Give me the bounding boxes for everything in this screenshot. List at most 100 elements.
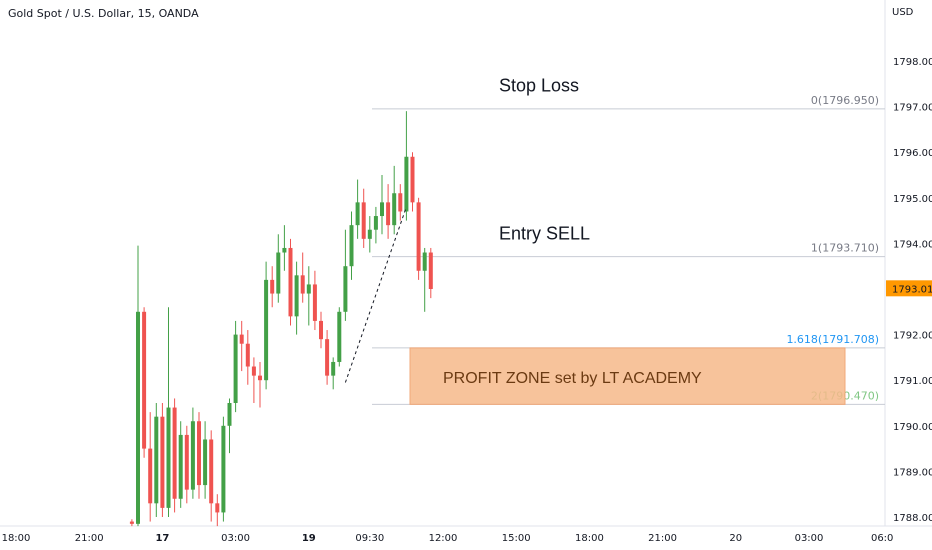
candle-body [331,361,336,376]
y-tick-label: 1797.000 [893,103,932,114]
x-tick-label: 18:00 [2,533,31,544]
candle-bear [319,311,323,349]
candle-body [270,279,275,294]
candle-bear [172,398,177,513]
candle-bull [203,421,208,499]
candle-bear [245,330,250,385]
fib-label: 1(1793.710) [811,242,879,255]
y-tick-label: 1794.000 [893,239,932,250]
x-tick-label: 20 [729,533,742,544]
candle-bear [251,357,256,403]
currency-label: USD [892,7,914,18]
candle-bull [404,111,409,221]
candle-body [251,366,256,376]
fib-label: 0(1796.950) [811,94,879,107]
candles [129,111,433,527]
candle-body [166,407,171,508]
candle-body [239,334,244,344]
candle-bull [343,229,348,321]
y-tick-label: 1789.000 [893,467,932,478]
x-tick-label: 19 [302,533,316,544]
annotations: Stop Loss Entry SELL [499,75,590,243]
candle-bear [270,266,275,308]
candle-body [367,229,372,239]
candle-bull [227,398,232,454]
trend-line[interactable] [344,206,407,383]
candle-body [306,284,311,294]
y-tick-label: 1791.000 [893,376,932,387]
candle-body [355,202,360,226]
candle-body [380,202,384,217]
candle-body [258,375,262,381]
x-tick-label: 17 [155,533,169,544]
candle-bull [392,165,397,235]
candle-bear [288,238,293,326]
y-tick-label: 1788.000 [893,513,932,524]
candle-bear [361,188,366,248]
candle-bull [221,416,226,522]
candle-bear [197,412,201,499]
candle-bear [148,412,153,522]
candle-bull [349,211,354,280]
candle-body [373,216,378,230]
candle-bear [258,361,262,408]
price-tag-bg [886,280,932,297]
candle-body [148,448,153,504]
x-tick-label: 03:00 [221,533,250,544]
candle-body [312,284,317,321]
candle-bear [312,270,317,331]
candle-body [197,421,201,486]
candle-body [288,247,293,317]
candle-body [233,334,238,403]
candle-bull [355,179,360,239]
y-tick-label: 1795.000 [893,194,932,205]
candle-bear [129,519,134,527]
y-tick-label: 1792.000 [893,331,932,342]
candle-bull [337,307,342,367]
candle-body [337,311,342,362]
candle-body [416,202,421,271]
candle-body [398,193,403,212]
candle-bull [331,357,336,390]
y-tick-label: 1790.000 [893,422,932,433]
candle-body [184,434,189,490]
candle-bear [410,152,415,212]
annotation-text: Stop Loss [499,75,579,95]
candle-body [136,311,140,524]
candle-body [209,439,214,504]
candle-body [325,339,330,376]
candle-body [386,202,391,226]
candle-body [410,156,415,203]
candle-body [203,439,208,486]
fib-label: 1.618(1791.708) [786,333,879,346]
candle-bear [239,320,244,372]
profit-zone[interactable]: PROFIT ZONE set by LT ACADEMY [409,347,846,405]
candle-body [422,252,427,271]
candle-bull [178,421,183,508]
candle-bear [142,307,147,458]
candle-body [160,416,165,508]
dashed-trend-line[interactable] [344,206,407,383]
candle-bull [233,320,238,413]
candle-bull [190,407,195,499]
candle-body [300,275,305,294]
candle-body [178,434,183,499]
x-tick-label: 09:30 [355,533,384,544]
profit-zone-box[interactable] [409,347,846,405]
candle-body [221,425,226,513]
candle-bull [367,216,372,253]
candle-body [172,407,177,499]
candle-body [245,343,250,367]
candle-bull [422,247,427,312]
candle-bear [184,425,189,504]
candle-bear [209,430,214,522]
candle-bull [264,261,269,390]
y-tick-label: 1796.000 [893,148,932,159]
candle-body [227,403,232,426]
x-tick-label: 15:00 [502,533,531,544]
time-axis[interactable]: 18:00 21:00 17 03:00 19 09:30 12:00 15:00 18:00 2… [2,533,894,544]
candle-bull [166,307,171,517]
candle-body [361,202,366,239]
candle-bull [380,175,384,235]
